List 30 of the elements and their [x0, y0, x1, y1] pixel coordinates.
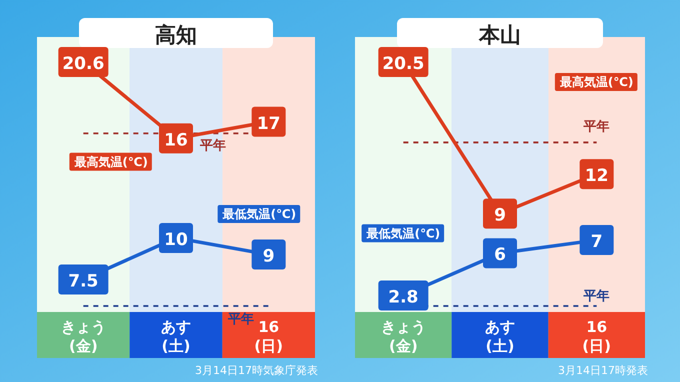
data-label: 7 [590, 232, 603, 252]
ref-line-label: 平年 [582, 289, 610, 304]
x-tick-label: あす (土) [485, 318, 515, 355]
ref-line-label: 平年 [582, 119, 610, 134]
text: 3月14日17時発表 [558, 364, 648, 377]
data-label: 17 [256, 114, 281, 134]
data-label: 2.8 [388, 287, 418, 308]
x-tick-label: きょう (金) [60, 318, 106, 355]
data-label: 9 [494, 206, 506, 226]
chart-title: 高知 [155, 23, 197, 47]
data-label: 12 [584, 166, 609, 186]
data-label: 16 [164, 130, 188, 150]
chart-title: 本山 [478, 23, 521, 47]
data-label: 6 [494, 245, 506, 266]
data-label: 20.5 [382, 54, 424, 74]
series-label: 最低気温(℃) [222, 207, 296, 221]
ref-line-label: 平年 [226, 312, 254, 327]
x-tick-label: きょう (金) [380, 318, 426, 355]
x-tick-label: あす (土) [161, 318, 191, 355]
text: 最低気温(℃) [366, 226, 440, 240]
x-tick-label: 16 (日) [254, 318, 284, 355]
ref-line-label: 平年 [199, 138, 226, 154]
data-label: 20.6 [62, 54, 104, 74]
series-label: 最高気温(℃) [73, 154, 148, 169]
text: 最高気温(℃) [558, 75, 634, 89]
text: 3月14日17時気象庁発表 [195, 364, 318, 377]
data-label: 9 [262, 246, 275, 267]
data-label: 7.5 [68, 271, 98, 292]
x-tick-label: 16 (日) [582, 318, 612, 355]
data-label: 10 [164, 230, 188, 250]
